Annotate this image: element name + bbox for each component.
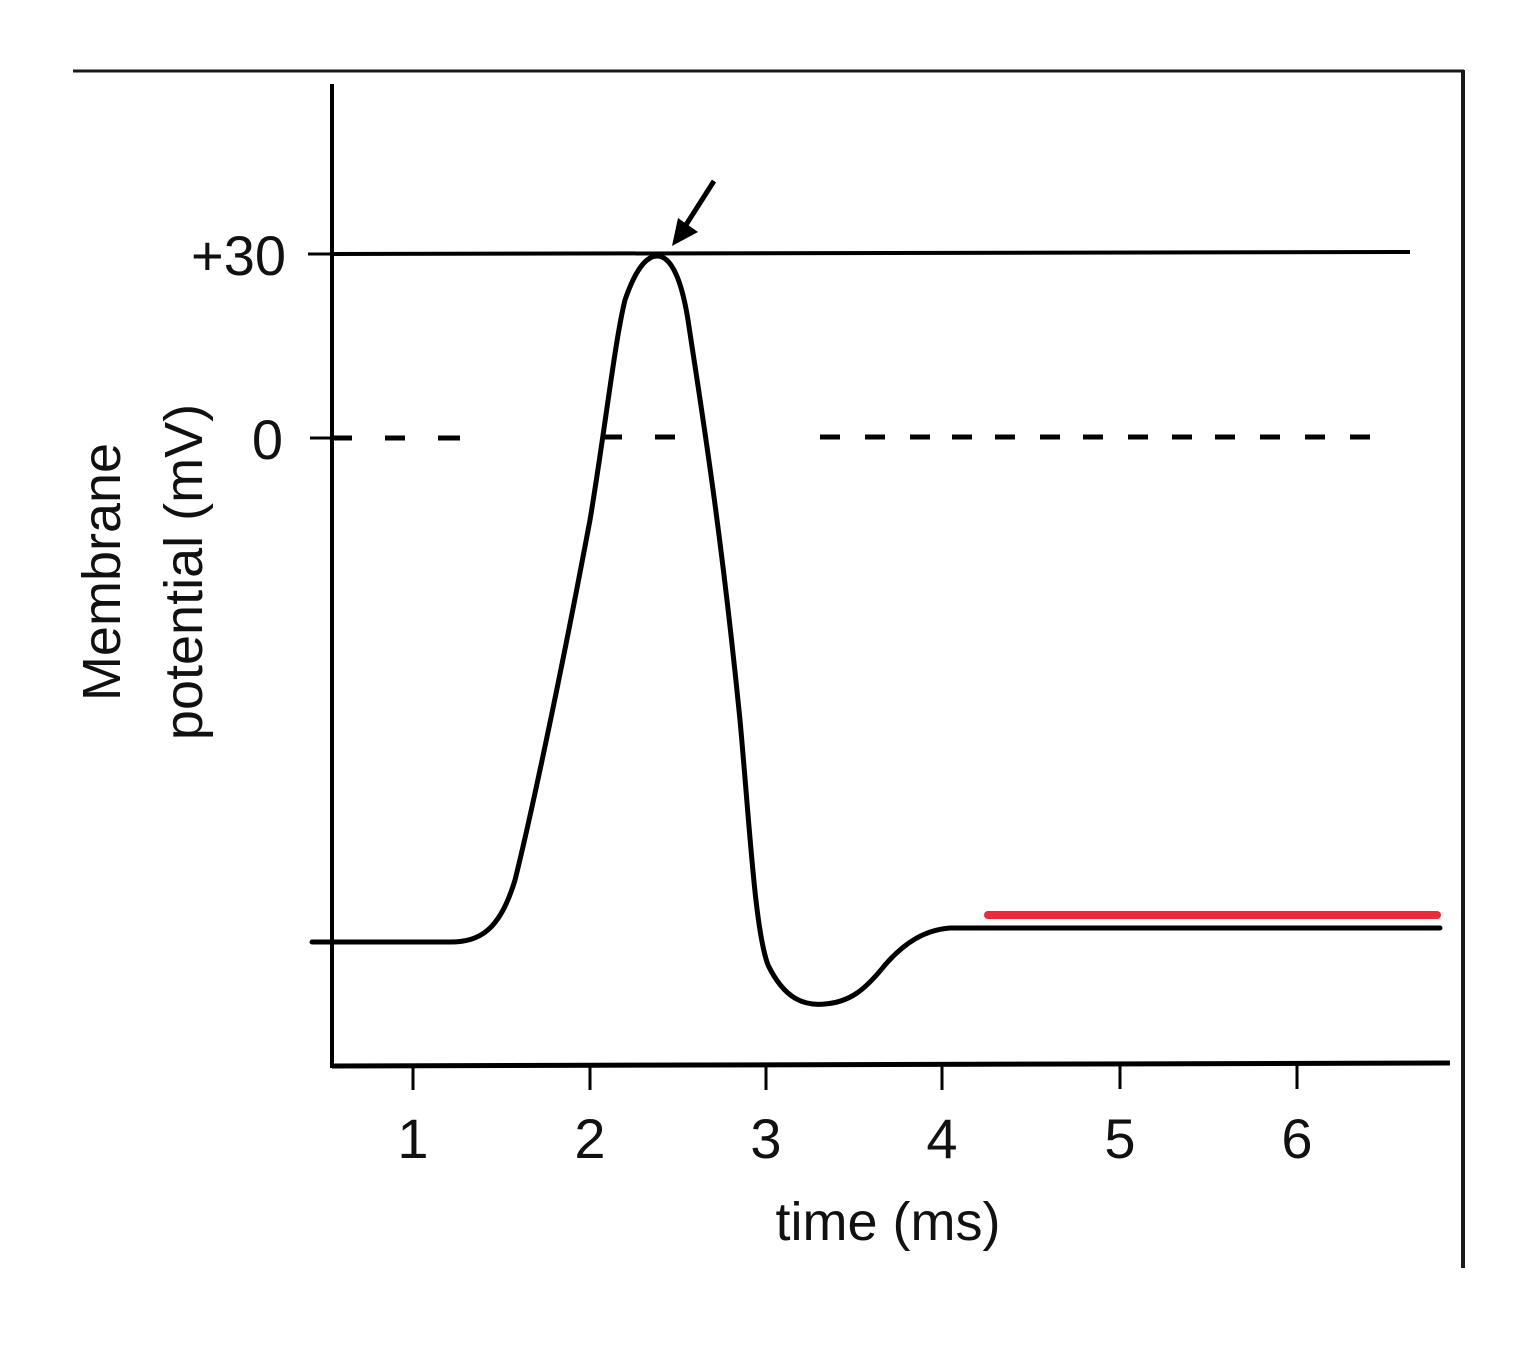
x-tick-labels: 1 2 3 4 5 6: [397, 1107, 1312, 1170]
peak-reference-line: [331, 250, 1411, 256]
y-axis-title: Membrane potential (mV): [72, 404, 214, 740]
x-axis: [331, 1060, 1451, 1069]
x-tick-label: 2: [574, 1107, 605, 1170]
y-tick-label: 0: [252, 408, 283, 471]
y-tick-label: +30: [191, 224, 286, 287]
x-tick-label: 5: [1104, 1107, 1135, 1170]
y-axis-title-line1: Membrane: [72, 443, 132, 701]
peak-arrow-icon: [672, 179, 717, 246]
x-tick-label: 3: [750, 1107, 781, 1170]
zero-reference-line: [332, 434, 1370, 441]
x-tick-label: 4: [926, 1107, 957, 1170]
x-ticks: [411, 1065, 1299, 1090]
y-axis-title-line2: potential (mV): [154, 404, 214, 740]
x-axis-title: time (ms): [776, 1192, 1001, 1252]
action-potential-curve: [309, 253, 1443, 1007]
x-tick-label: 6: [1281, 1107, 1312, 1170]
x-tick-label: 1: [397, 1107, 428, 1170]
